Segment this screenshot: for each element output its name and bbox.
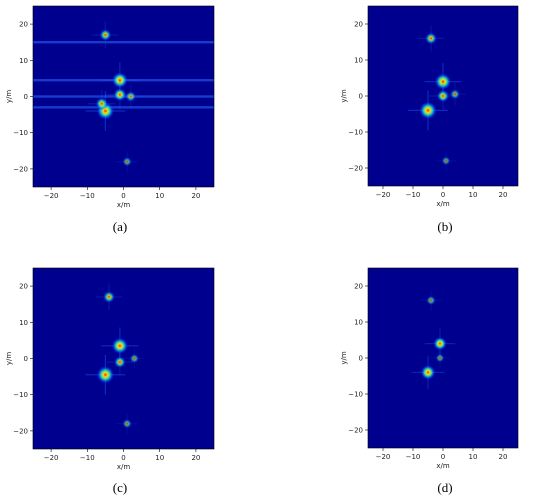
scatter-hotspot [449, 89, 461, 100]
x-tick-label: 20 [191, 192, 200, 200]
x-tick-label: −10 [80, 454, 95, 462]
caption-d: (d) [437, 480, 453, 495]
y-tick-label: −20 [13, 427, 28, 435]
scatter-hotspot [113, 88, 127, 102]
panel-d: −20 −10 0 10 20 20 10 0 −10 −20 x/m y/m (d) [275, 251, 550, 502]
sidelobe-streak [33, 41, 214, 44]
x-axis-label: x/m [436, 200, 450, 208]
scatter-hotspot [95, 97, 109, 111]
heatmap-b: −20 −10 0 10 20 20 10 0 −10 −20 x/m y/m [340, 5, 519, 208]
scatter-hotspot [433, 336, 447, 351]
caption-c: (c) [112, 480, 128, 495]
scatter-hotspot [111, 72, 128, 89]
scatter-hotspot [426, 295, 436, 306]
x-axis-label: x/m [436, 462, 450, 470]
y-tick-label: −20 [348, 165, 363, 173]
x-tick-label: 10 [469, 453, 478, 461]
scatter-hotspot [125, 91, 137, 102]
caption-a: (a) [112, 219, 128, 234]
heatmap-a: −20 −10 0 10 20 20 10 0 −10 −20 x/m y/m [5, 5, 215, 209]
sidelobe-streak [33, 106, 214, 109]
x-tick-label: 20 [191, 454, 200, 462]
scatter-hotspot [129, 353, 140, 364]
y-tick-label: 10 [354, 319, 363, 327]
y-tick-label: −10 [348, 129, 363, 137]
caption-b: (b) [437, 219, 453, 234]
panel-c: −20 −10 0 10 20 20 10 0 −10 −20 x/m y/m (c) [0, 251, 275, 502]
y-axis-label: y/m [5, 90, 13, 104]
y-tick-label: −20 [13, 165, 28, 173]
scatter-hotspot [96, 365, 115, 384]
y-tick-label: 0 [359, 93, 363, 101]
y-axis-label: y/m [340, 89, 348, 103]
y-tick-label: 0 [359, 355, 363, 363]
y-tick-label: 20 [19, 283, 28, 291]
x-tick-label: 0 [121, 454, 125, 462]
heatmap-c: −20 −10 0 10 20 20 10 0 −10 −20 x/m y/m [5, 267, 215, 471]
y-tick-label: 20 [19, 21, 28, 29]
x-tick-label: −10 [406, 191, 421, 199]
x-axis-label: x/m [117, 201, 131, 209]
scatter-hotspot [99, 28, 112, 41]
y-axis-label: y/m [5, 352, 13, 366]
y-tick-label: 20 [354, 21, 363, 29]
scatter-hotspot [419, 101, 437, 120]
x-tick-label: −20 [376, 453, 391, 461]
scatter-hotspot [103, 290, 116, 303]
x-tick-label: 0 [441, 191, 445, 199]
x-tick-label: 20 [499, 453, 508, 461]
scatter-hotspot [441, 156, 451, 166]
y-tick-label: 20 [354, 283, 363, 291]
y-tick-label: 10 [19, 57, 28, 65]
x-tick-label: 10 [469, 191, 478, 199]
scatter-hotspot [435, 353, 445, 363]
x-tick-label: 20 [499, 191, 508, 199]
x-tick-label: −20 [376, 191, 391, 199]
y-tick-label: −10 [13, 129, 28, 137]
scatter-hotspot [434, 73, 452, 90]
x-axis-label: x/m [117, 463, 131, 471]
x-tick-label: 0 [441, 453, 445, 461]
y-tick-label: −10 [13, 391, 28, 399]
y-tick-label: 0 [24, 93, 28, 101]
panel-a: −20 −10 0 10 20 20 10 0 −10 −20 x/m y/m (a) [0, 0, 275, 251]
y-tick-label: −20 [348, 427, 363, 435]
scatter-hotspot [425, 32, 437, 45]
y-axis-label: y/m [340, 351, 348, 365]
y-tick-label: 0 [24, 355, 28, 363]
scatter-hotspot [122, 418, 132, 429]
scatter-hotspot [122, 156, 132, 167]
y-tick-label: 10 [19, 319, 28, 327]
x-tick-label: 10 [155, 192, 164, 200]
x-tick-label: 0 [121, 192, 125, 200]
x-tick-label: −10 [80, 192, 95, 200]
y-tick-label: 10 [354, 57, 363, 65]
x-tick-label: 10 [155, 454, 164, 462]
scatter-hotspot [113, 356, 126, 369]
x-tick-label: −20 [44, 454, 59, 462]
y-tick-label: −10 [348, 391, 363, 399]
panel-b: −20 −10 0 10 20 20 10 0 −10 −20 x/m y/m (b) [275, 0, 550, 251]
heatmap-d: −20 −10 0 10 20 20 10 0 −10 −20 x/m y/m [340, 267, 519, 470]
x-tick-label: −20 [44, 192, 59, 200]
scatter-hotspot [436, 89, 450, 103]
scatter-hotspot [111, 337, 129, 355]
x-tick-label: −10 [406, 453, 421, 461]
scatter-hotspot [420, 364, 436, 380]
